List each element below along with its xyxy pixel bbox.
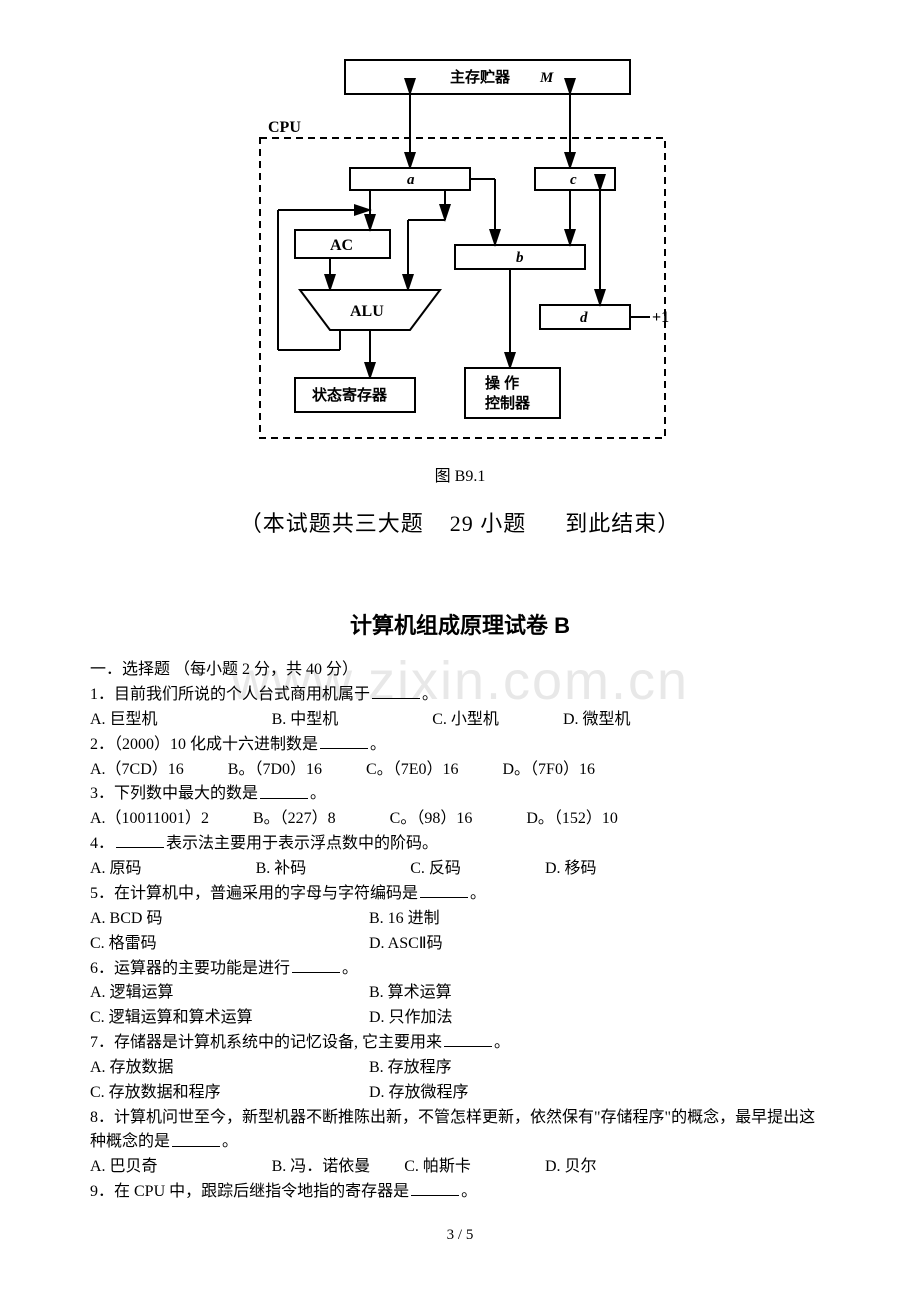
q8-opt-a: A. 巴贝奇 (90, 1155, 158, 1180)
q5-row1: A. BCD 码 B. 16 进制 (90, 907, 830, 932)
q7-row2: C. 存放数据和程序 D. 存放微程序 (90, 1081, 830, 1106)
blank (444, 1031, 492, 1047)
svg-text:M: M (539, 70, 554, 86)
blank (411, 1180, 459, 1196)
q7-opt-d: D. 存放微程序 (369, 1081, 469, 1106)
blank (260, 782, 308, 798)
q3-opt-c: C。（98）16 (390, 807, 473, 832)
summary-b: 29 小题 (450, 511, 527, 536)
summary-a: （本试题共三大题 (240, 511, 424, 536)
diagram-main-memory-label: 主存贮器 (450, 68, 511, 86)
q2-options: A.（7CD）16 B。（7D0）16 C。（7E0）16 D。（7F0）16 (90, 758, 830, 783)
diagram-opctrl-l2: 控制器 (485, 394, 531, 412)
q2-opt-a: A.（7CD）16 (90, 758, 184, 783)
q5-opt-d: D. ASCⅡ码 (369, 932, 443, 957)
diagram-box-a: a (407, 172, 415, 188)
diagram-box-b: b (516, 250, 524, 266)
blank (292, 957, 340, 973)
blank (116, 832, 164, 848)
q8-opt-c: C. 帕斯卡 (404, 1155, 471, 1180)
q5-row2: C. 格雷码 D. ASCⅡ码 (90, 932, 830, 957)
q6-opt-b: B. 算术运算 (369, 981, 452, 1006)
q7-row1: A. 存放数据 B. 存放程序 (90, 1056, 830, 1081)
q5-stem: 5．在计算机中，普遍采用的字母与字符编码是。 (90, 882, 830, 907)
diagram-status-reg: 状态寄存器 (312, 386, 388, 404)
q8-stem: 8．计算机问世至今，新型机器不断推陈出新，不管怎样更新，依然保有"存储程序"的概… (90, 1106, 830, 1156)
q6-row1: A. 逻辑运算 B. 算术运算 (90, 981, 830, 1006)
q5-opt-c: C. 格雷码 (90, 932, 365, 957)
q1-options: A. 巨型机 B. 中型机 C. 小型机 D. 微型机 (90, 708, 830, 733)
diagram-cpu-label: CPU (268, 119, 301, 136)
q6-row2: C. 逻辑运算和算术运算 D. 只作加法 (90, 1006, 830, 1031)
diagram-caption: 图 B9.1 (90, 462, 830, 486)
q7-stem: 7．存储器是计算机系统中的记忆设备, 它主要用来。 (90, 1031, 830, 1056)
diagram-opctrl-l1: 操 作 (485, 374, 519, 392)
q2-opt-d: D。（7F0）16 (502, 758, 594, 783)
q3-opt-a: A.（10011001）2 (90, 807, 209, 832)
q6-stem: 6．运算器的主要功能是进行。 (90, 957, 830, 982)
q2-opt-c: C。（7E0）16 (366, 758, 458, 783)
q3-opt-b: B。（227）8 (253, 807, 336, 832)
blank (420, 882, 468, 898)
q7-opt-b: B. 存放程序 (369, 1056, 452, 1081)
page-footer: 3 / 5 (90, 1227, 830, 1244)
q1-opt-d: D. 微型机 (563, 708, 631, 733)
q4-opt-b: B. 补码 (256, 857, 307, 882)
q5-opt-a: A. BCD 码 (90, 907, 365, 932)
q3-opt-d: D。（152）10 (526, 807, 618, 832)
q3-stem: 3．下列数中最大的数是。 (90, 782, 830, 807)
q2-stem: 2．（2000）10 化成十六进制数是。 (90, 733, 830, 758)
blank (320, 733, 368, 749)
q9-stem: 9．在 CPU 中，跟踪后继指令地指的寄存器是。 (90, 1180, 830, 1205)
q1-opt-a: A. 巨型机 (90, 708, 158, 733)
diagram-plus-one: +1 (652, 309, 669, 326)
section-1-heading: 一．选择题 （每小题 2 分，共 40 分） (90, 658, 830, 683)
q4-opt-a: A. 原码 (90, 857, 142, 882)
q2-opt-b: B。（7D0）16 (228, 758, 322, 783)
q7-opt-c: C. 存放数据和程序 (90, 1081, 365, 1106)
q6-opt-d: D. 只作加法 (369, 1006, 453, 1031)
q6-opt-c: C. 逻辑运算和算术运算 (90, 1006, 365, 1031)
q1-opt-c: C. 小型机 (432, 708, 499, 733)
q8-opt-d: D. 贝尔 (545, 1155, 597, 1180)
q1-stem: 1．目前我们所说的个人台式商用机属于。 (90, 683, 830, 708)
q5-opt-b: B. 16 进制 (369, 907, 440, 932)
blank (372, 683, 420, 699)
q4-opt-d: D. 移码 (545, 857, 597, 882)
summary-line: （本试题共三大题 29 小题 到此结束） (90, 506, 830, 538)
diagram-box-c: c (570, 172, 577, 188)
q8-opt-b: B. 冯．诺依曼 (272, 1155, 371, 1180)
q4-opt-c: C. 反码 (410, 857, 461, 882)
content: 一．选择题 （每小题 2 分，共 40 分） 1．目前我们所说的个人台式商用机属… (90, 658, 830, 1205)
q1-opt-b: B. 中型机 (272, 708, 339, 733)
q4-options: A. 原码 B. 补码 C. 反码 D. 移码 (90, 857, 830, 882)
summary-c: 到此结束） (565, 511, 680, 536)
q4-stem: 4．表示法主要用于表示浮点数中的阶码。 (90, 832, 830, 857)
q7-opt-a: A. 存放数据 (90, 1056, 365, 1081)
q3-options: A.（10011001）2 B。（227）8 C。（98）16 D。（152）1… (90, 807, 830, 832)
blank (172, 1130, 220, 1146)
cpu-diagram-svg: .bx { fill:#fff; stroke:#000; stroke-wid… (240, 50, 680, 450)
q8-options: A. 巴贝奇 B. 冯．诺依曼 C. 帕斯卡 D. 贝尔 (90, 1155, 830, 1180)
paper-title: 计算机组成原理试卷 B (90, 608, 830, 640)
diagram-box-d: d (580, 310, 588, 326)
cpu-diagram: .bx { fill:#fff; stroke:#000; stroke-wid… (240, 50, 680, 450)
diagram-ac: AC (330, 237, 353, 254)
q6-opt-a: A. 逻辑运算 (90, 981, 365, 1006)
diagram-alu: ALU (350, 303, 384, 320)
